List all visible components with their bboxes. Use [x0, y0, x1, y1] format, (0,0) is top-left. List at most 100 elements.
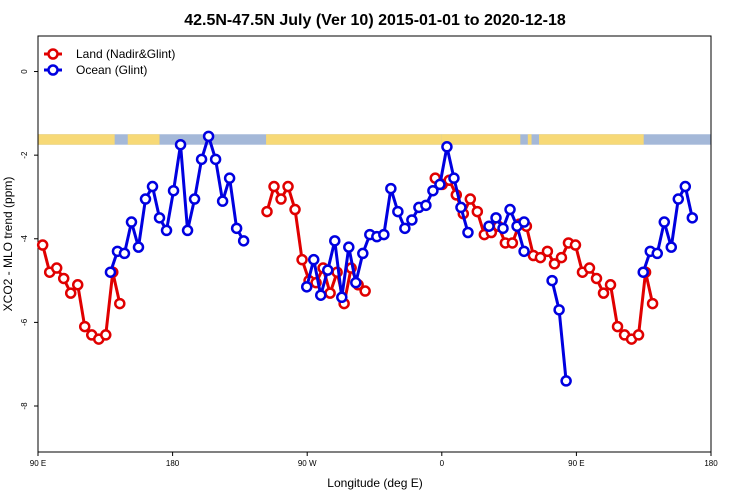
legend-label-ocean: Ocean (Glint)	[76, 63, 147, 77]
point-ocean-1-14	[399, 222, 411, 235]
point-ocean-5-3	[658, 216, 671, 228]
point-ocean-1-22	[455, 201, 467, 214]
point-ocean-0-10	[174, 138, 187, 151]
point-ocean-1-8	[357, 247, 369, 260]
x-tick-label-2: 90 W	[298, 459, 317, 468]
point-ocean-1-6	[343, 241, 355, 253]
point-ocean-1-21	[448, 172, 460, 184]
point-ocean-2-5	[518, 245, 530, 258]
point-ocean-1-0	[300, 281, 313, 293]
series-line-ocean-5	[641, 185, 694, 273]
landmask-strip	[38, 134, 711, 145]
point-ocean-4-1	[553, 304, 565, 316]
point-land-2-11	[506, 237, 519, 249]
point-ocean-0-16	[216, 195, 229, 207]
point-land-1-4	[289, 203, 301, 216]
point-ocean-2-3	[504, 203, 516, 216]
point-ocean-2-2	[497, 222, 509, 235]
point-land-2-24	[597, 287, 610, 299]
legend-marker-land	[47, 48, 59, 60]
point-ocean-0-4	[132, 241, 145, 253]
point-ocean-0-14	[202, 130, 215, 143]
y-tick-label-4: -8	[20, 402, 29, 410]
landmask-land-5	[539, 134, 644, 145]
point-ocean-0-7	[153, 212, 166, 224]
point-ocean-0-18	[230, 222, 243, 235]
x-tick-label-1: 180	[166, 459, 180, 468]
point-land-2-16	[541, 245, 554, 258]
point-ocean-3-0	[518, 216, 530, 228]
y-tick-label-3: -6	[20, 318, 29, 326]
point-ocean-1-20	[441, 141, 453, 153]
point-ocean-1-5	[336, 291, 348, 304]
x-tick-label-0: 90 E	[30, 459, 46, 468]
point-ocean-1-7	[350, 276, 362, 289]
point-ocean-0-9	[167, 184, 180, 197]
point-ocean-1-17	[420, 199, 432, 212]
point-land-2-29	[632, 329, 645, 341]
point-ocean-1-15	[406, 214, 418, 226]
legend-marker-ocean	[47, 64, 59, 76]
point-ocean-0-11	[181, 224, 194, 237]
point-ocean-1-13	[392, 205, 404, 218]
landmask-land-0	[38, 134, 115, 145]
point-ocean-0-17	[223, 172, 236, 184]
point-land-1-5	[296, 253, 308, 266]
x-tick-label-3: 0	[440, 459, 445, 468]
point-ocean-5-4	[665, 241, 678, 253]
legend: Land (Nadir&Glint) Ocean (Glint)	[44, 47, 175, 77]
point-ocean-1-23	[462, 226, 474, 239]
point-ocean-0-6	[146, 180, 159, 193]
y-tick-label-1: -2	[20, 151, 29, 159]
point-land-2-22	[583, 262, 596, 274]
landmask-land-2	[266, 134, 442, 145]
point-ocean-5-0	[637, 266, 649, 278]
point-ocean-5-2	[651, 247, 664, 260]
point-ocean-1-1	[307, 253, 320, 266]
point-land-0-6	[78, 320, 91, 333]
point-ocean-0-15	[209, 153, 222, 166]
point-ocean-1-11	[378, 228, 390, 241]
landmask-land-4	[527, 134, 532, 145]
point-land-2-18	[555, 251, 568, 264]
point-land-2-15	[534, 251, 547, 264]
point-land-1-3	[282, 180, 294, 193]
point-ocean-5-6	[679, 180, 692, 193]
point-land-2-25	[604, 279, 617, 291]
point-ocean-1-3	[322, 264, 334, 276]
y-axis-label: XCO2 - MLO trend (ppm)	[1, 177, 15, 312]
point-land-0-4	[64, 287, 77, 299]
landmask-land-3	[441, 134, 521, 145]
point-land-2-6	[471, 205, 484, 218]
point-ocean-0-8	[160, 224, 173, 237]
point-land-0-11	[114, 297, 126, 310]
point-land-0-5	[71, 279, 84, 291]
chart-title: 42.5N-47.5N July (Ver 10) 2015-01-01 to …	[184, 12, 566, 29]
point-land-1-14	[359, 285, 371, 297]
point-land-2-5	[464, 193, 477, 205]
point-land-1-1	[268, 180, 280, 193]
point-ocean-0-13	[195, 153, 208, 166]
point-ocean-1-12	[385, 182, 397, 195]
point-land-0-9	[100, 329, 112, 341]
point-ocean-0-5	[139, 193, 152, 205]
legend-label-land: Land (Nadir&Glint)	[76, 47, 175, 61]
point-ocean-0-12	[188, 193, 201, 205]
point-land-0-0	[36, 239, 49, 251]
point-land-2-20	[569, 239, 582, 251]
series-line-ocean-4	[550, 280, 568, 382]
point-land-2-31	[646, 297, 659, 310]
point-ocean-1-19	[434, 178, 446, 191]
x-axis-label: Longitude (deg E)	[327, 476, 422, 490]
point-ocean-2-0	[483, 220, 495, 232]
series-layer	[36, 130, 699, 387]
landmask-land-1	[127, 134, 160, 145]
point-ocean-1-18	[427, 184, 439, 197]
x-tick-label-4: 90 E	[568, 459, 584, 468]
y-axis: 0 -2 -4 -6 -8	[20, 69, 38, 410]
y-tick-label-2: -4	[20, 235, 29, 243]
point-ocean-5-7	[686, 212, 699, 224]
point-land-2-17	[548, 258, 561, 270]
point-land-0-2	[50, 262, 63, 274]
point-land-1-2	[275, 193, 287, 205]
